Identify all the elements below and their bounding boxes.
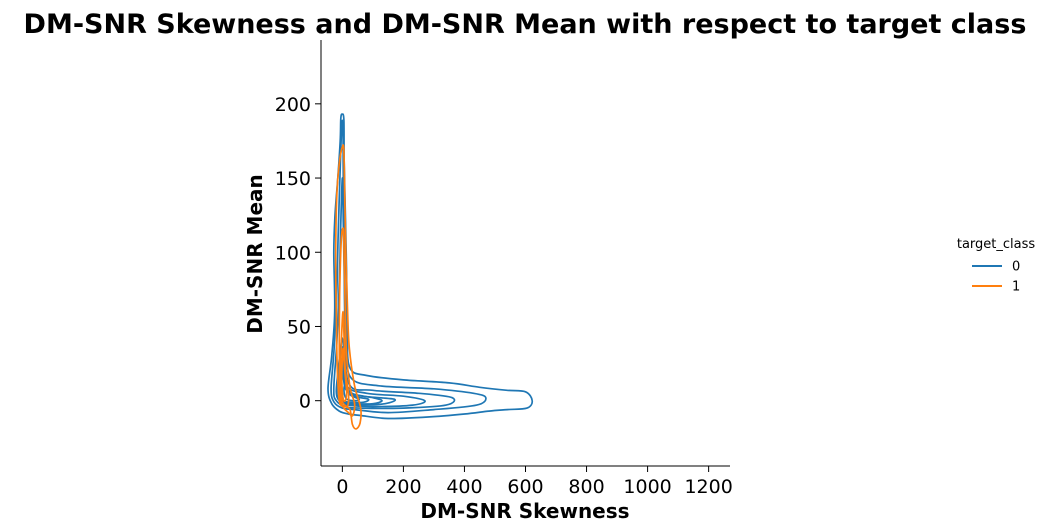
legend-label-1: 1 <box>1012 280 1020 295</box>
x-tick-label: 1000 <box>623 476 671 498</box>
y-tick-label: 50 <box>287 316 311 338</box>
contour-layer <box>327 113 534 430</box>
y-tick-label: 200 <box>275 94 311 116</box>
x-ticks: 0 200 400 600 800 1000 1200 <box>336 466 733 498</box>
x-axis-label: DM-SNR Skewness <box>420 499 629 523</box>
legend-title: target_class <box>957 237 1036 252</box>
x-tick-label: 400 <box>446 476 482 498</box>
contour-class-1-level-0 <box>334 144 362 430</box>
y-tick-label: 0 <box>299 391 311 413</box>
chart-title: DM-SNR Skewness and DM-SNR Mean with res… <box>24 9 1027 40</box>
contour-class-1-level-3 <box>340 347 348 403</box>
x-tick-label: 200 <box>385 476 421 498</box>
x-tick-label: 0 <box>336 476 348 498</box>
contour-class-0-level-1 <box>330 119 487 414</box>
y-axis-label: DM-SNR Mean <box>243 174 267 334</box>
y-ticks: 0 50 100 150 200 <box>275 94 321 413</box>
y-tick-label: 150 <box>275 168 311 190</box>
contour-class-1-level-1 <box>338 227 356 417</box>
x-tick-label: 1200 <box>684 476 732 498</box>
x-tick-label: 800 <box>568 476 604 498</box>
y-tick-label: 100 <box>275 242 311 264</box>
legend: target_class 0 1 <box>957 237 1036 295</box>
legend-label-0: 0 <box>1012 260 1020 275</box>
x-tick-label: 600 <box>507 476 543 498</box>
contour-class-0-level-0 <box>327 113 534 420</box>
